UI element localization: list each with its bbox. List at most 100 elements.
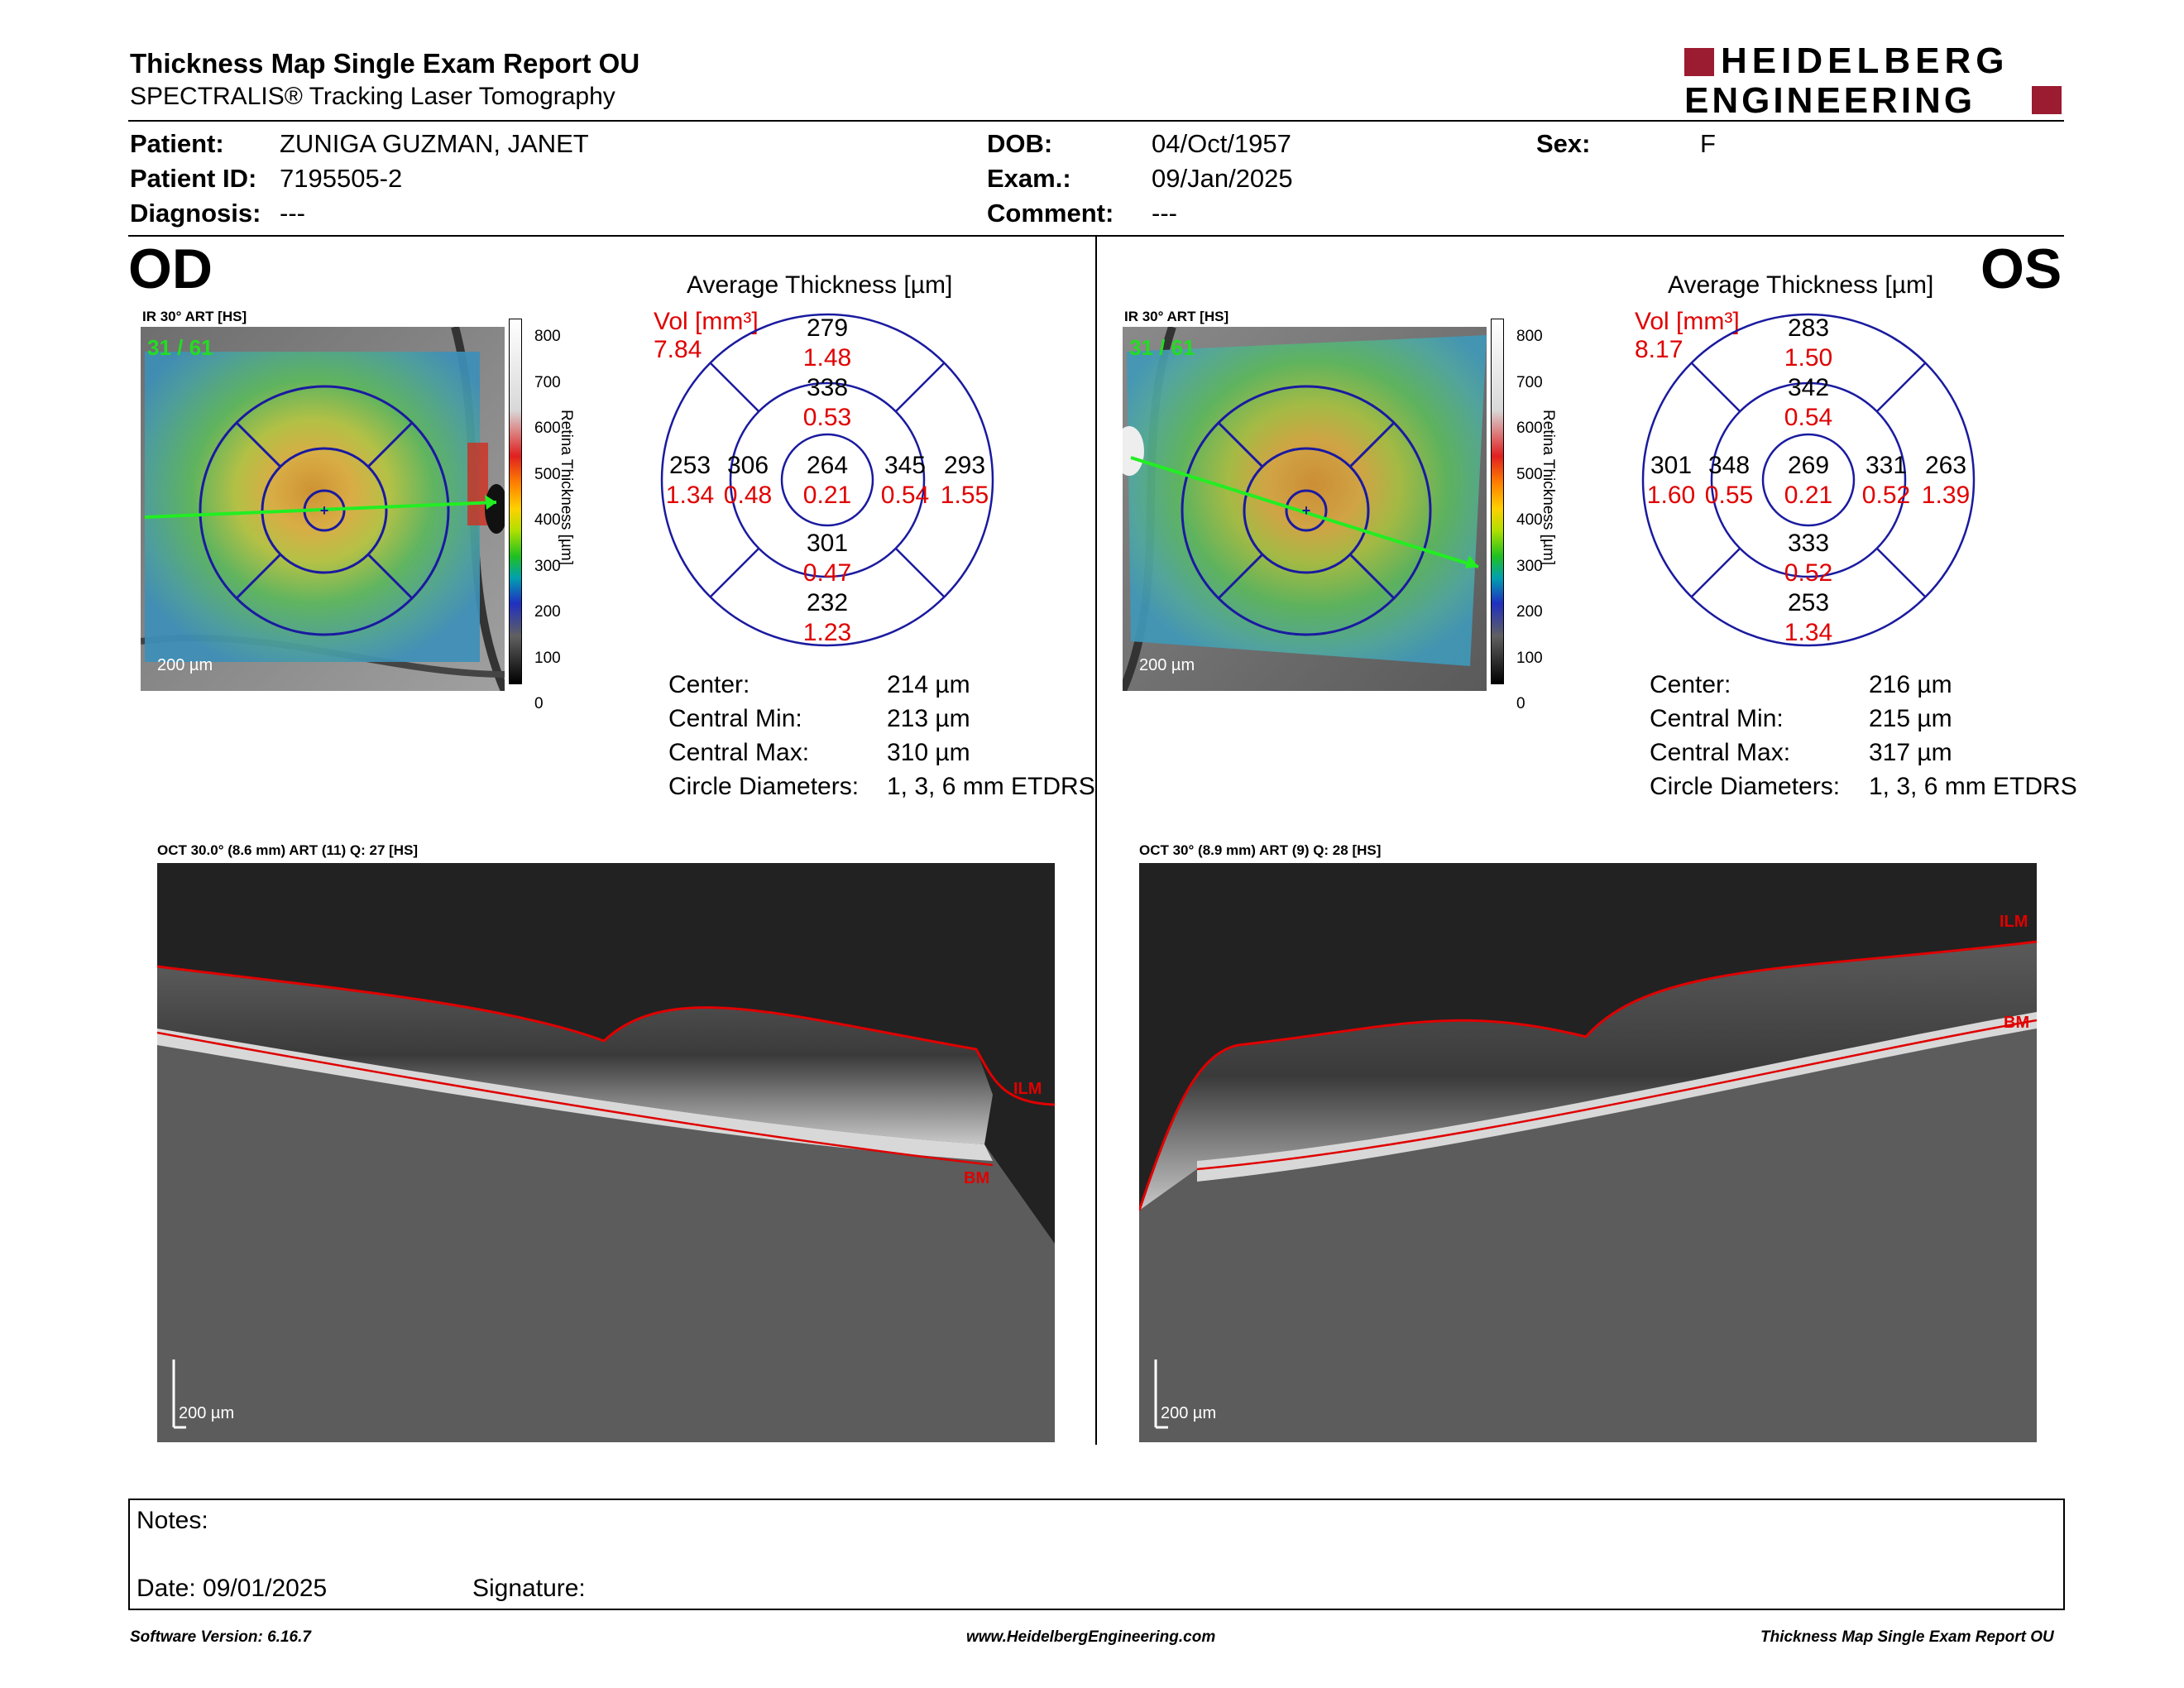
footer-report-name: Thickness Map Single Exam Report OU — [1760, 1628, 2054, 1646]
os-outer-left-volume: 1.60 — [1646, 482, 1696, 509]
od-center-label: Center: — [668, 671, 750, 698]
os-outer-inferior-thickness: 253 — [1787, 589, 1830, 616]
tick-300: 300 — [1516, 557, 1543, 575]
tick-500: 500 — [534, 465, 561, 483]
exam-value: 09/Jan/2025 — [1152, 164, 1293, 193]
os-central-min-label: Central Min: — [1650, 705, 1784, 732]
os-inner-superior-volume: 0.54 — [1784, 404, 1833, 431]
od-center-volume: 0.21 — [802, 482, 852, 509]
os-bm-label: BM — [2004, 1014, 2030, 1032]
od-center-thickness: 264 — [806, 452, 849, 479]
os-colorbar-title: Retina Thickness [µm] — [1540, 410, 1557, 565]
od-frame-counter: 31 / 61 — [147, 335, 213, 360]
exam-label: Exam.: — [987, 164, 1071, 193]
comment-value: --- — [1152, 199, 1177, 228]
tick-100: 100 — [534, 649, 561, 667]
os-vol-label: Vol [mm³] — [1635, 308, 1740, 335]
os-outer-inferior-volume: 1.34 — [1784, 619, 1833, 646]
od-colorbar: 800 700 600 500 400 300 200 100 0 Retina… — [509, 319, 600, 712]
od-outer-superior-volume: 1.48 — [802, 344, 852, 372]
od-central-min-label: Central Min: — [668, 705, 802, 732]
diagnosis-label: Diagnosis: — [130, 199, 261, 228]
report-subtitle: SPECTRALIS® Tracking Laser Tomography — [130, 83, 615, 110]
os-center-label: Center: — [1650, 671, 1731, 698]
od-circle-diameters-label: Circle Diameters: — [668, 773, 860, 800]
os-outer-superior-volume: 1.50 — [1784, 344, 1833, 372]
header-divider — [128, 120, 2064, 122]
os-center-thickness: 269 — [1787, 452, 1830, 479]
tick-500: 500 — [1516, 465, 1543, 483]
od-outer-inferior-volume: 1.23 — [802, 619, 852, 646]
os-outer-left-thickness: 301 — [1650, 452, 1693, 479]
patient-id-label: Patient ID: — [130, 164, 257, 193]
os-outer-superior-thickness: 283 — [1787, 314, 1830, 342]
od-oct-scan: ILM BM 200 µm — [156, 863, 1056, 1442]
os-center-volume: 0.21 — [1784, 482, 1833, 509]
heidelberg-logo: HEIDELBERG ENGINEERING — [1684, 41, 2065, 121]
dob-value: 04/Oct/1957 — [1152, 129, 1291, 158]
os-ilm-label: ILM — [2000, 913, 2028, 931]
logo-square-top-icon — [1684, 48, 1714, 76]
os-circle-diameters-value: 1, 3, 6 mm ETDRS — [1869, 773, 2077, 800]
os-inner-inferior-thickness: 333 — [1787, 530, 1830, 557]
os-inner-left-volume: 0.55 — [1704, 482, 1754, 509]
os-oct-scale-label: 200 µm — [1161, 1404, 1217, 1422]
tick-400: 400 — [1516, 511, 1543, 529]
od-colorbar-title: Retina Thickness [µm] — [558, 410, 575, 565]
os-colorbar-ticks: 800 700 600 500 400 300 200 100 0 — [1516, 314, 1543, 727]
website-link[interactable]: www.HeidelbergEngineering.com — [966, 1628, 1216, 1646]
diagnosis-value: --- — [280, 199, 305, 228]
os-oct-label: OCT 30° (8.9 mm) ART (9) Q: 28 [HS] — [1139, 842, 1382, 858]
od-inner-superior-volume: 0.53 — [802, 404, 852, 431]
os-outer-right-volume: 1.39 — [1921, 482, 1971, 509]
tick-700: 700 — [1516, 373, 1543, 391]
os-central-max-label: Central Max: — [1650, 739, 1791, 766]
tick-200: 200 — [1516, 603, 1543, 621]
os-inner-right-volume: 0.52 — [1861, 482, 1911, 509]
od-outer-left-thickness: 253 — [668, 452, 711, 479]
od-ir-label: IR 30° ART [HS] — [142, 309, 247, 324]
od-outer-right-volume: 1.55 — [940, 482, 989, 509]
svg-text:+: + — [1302, 502, 1311, 519]
od-scale-label: 200 µm — [157, 656, 213, 674]
os-central-min-value: 215 µm — [1869, 705, 1952, 732]
patient-name: ZUNIGA GUZMAN, JANET — [280, 129, 589, 158]
od-circle-diameters-value: 1, 3, 6 mm ETDRS — [887, 773, 1095, 800]
os-colorbar: 800 700 600 500 400 300 200 100 0 Retina… — [1491, 319, 1582, 712]
od-center-value: 214 µm — [887, 671, 970, 698]
dob-label: DOB: — [987, 129, 1053, 158]
patient-divider — [128, 235, 2064, 237]
sex-label: Sex: — [1536, 129, 1591, 158]
tick-700: 700 — [534, 373, 561, 391]
od-oct-scale-label: 200 µm — [179, 1404, 235, 1422]
tick-400: 400 — [534, 511, 561, 529]
os-vol-value: 8.17 — [1635, 336, 1684, 363]
tick-600: 600 — [1516, 420, 1543, 437]
os-inner-left-thickness: 348 — [1707, 452, 1751, 479]
sex-value: F — [1700, 129, 1716, 158]
od-outer-left-volume: 1.34 — [665, 482, 715, 509]
tick-600: 600 — [534, 420, 561, 437]
od-ilm-label: ILM — [1013, 1080, 1042, 1098]
od-central-max-label: Central Max: — [668, 739, 810, 766]
tick-100: 100 — [1516, 649, 1543, 667]
od-eye-label: OD — [128, 237, 213, 300]
tick-200: 200 — [534, 603, 561, 621]
od-inner-left-volume: 0.48 — [723, 482, 773, 509]
date-label: Date: 09/01/2025 — [136, 1575, 328, 1602]
os-etdrs-grid — [1641, 313, 1976, 647]
od-vol-value: 7.84 — [654, 336, 702, 363]
os-inner-right-thickness: 331 — [1865, 452, 1908, 479]
od-inner-right-thickness: 345 — [884, 452, 927, 479]
center-divider — [1095, 237, 1097, 1445]
patient-label: Patient: — [130, 129, 224, 158]
od-central-min-value: 213 µm — [887, 705, 970, 732]
od-inner-superior-thickness: 338 — [806, 374, 849, 401]
os-frame-counter: 31 / 61 — [1129, 335, 1195, 360]
notes-box[interactable]: Notes: Date: 09/01/2025 Signature: — [128, 1499, 2065, 1610]
os-oct-scan: ILM BM 200 µm — [1138, 863, 2038, 1442]
comment-label: Comment: — [987, 199, 1114, 228]
od-colorbar-ticks: 800 700 600 500 400 300 200 100 0 — [534, 314, 561, 727]
od-central-max-value: 310 µm — [887, 739, 970, 766]
od-inner-inferior-thickness: 301 — [806, 530, 849, 557]
